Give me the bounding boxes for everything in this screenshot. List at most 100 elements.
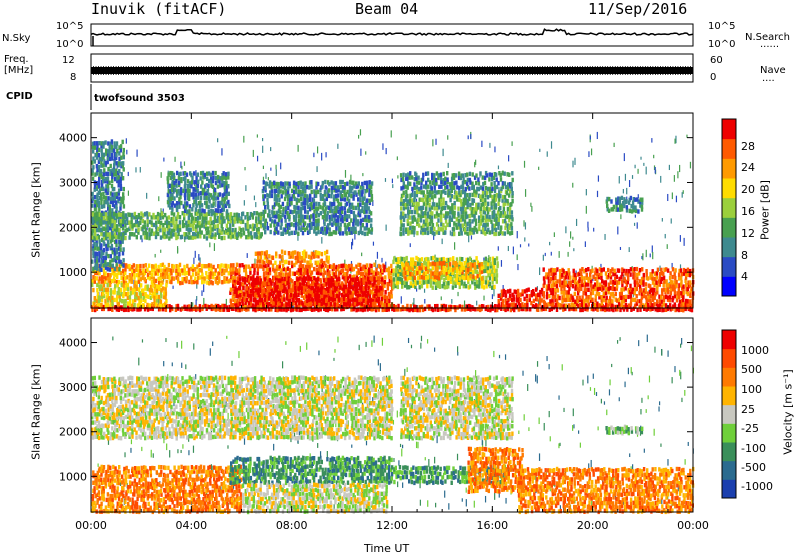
power-cell xyxy=(443,257,445,261)
power-cell xyxy=(259,259,261,263)
power-cell xyxy=(268,214,270,218)
power-scatter-cell xyxy=(410,243,411,247)
power-cell xyxy=(212,185,214,189)
power-cell xyxy=(436,258,438,262)
power-cell xyxy=(128,264,130,268)
power-cell xyxy=(201,230,203,234)
power-cell xyxy=(170,269,172,273)
power-cell xyxy=(552,302,554,306)
power-scatter-cell xyxy=(493,289,494,296)
power-scatter-cell xyxy=(195,170,196,176)
power-cell xyxy=(158,295,160,299)
power-cell xyxy=(333,263,335,267)
power-cell xyxy=(259,251,261,255)
power-scatter-cell xyxy=(457,292,458,296)
power-cell xyxy=(207,184,209,188)
power-cell xyxy=(621,300,623,304)
power-cell xyxy=(196,280,198,284)
power-cell xyxy=(620,288,622,292)
power-cell xyxy=(657,268,659,272)
power-cell xyxy=(186,173,188,177)
power-cell xyxy=(91,192,93,196)
power-cell xyxy=(105,256,107,260)
power-cell xyxy=(194,267,196,271)
power-scatter-cell xyxy=(174,157,175,162)
power-scatter-cell xyxy=(632,175,633,179)
power-cell xyxy=(645,287,647,291)
power-cell xyxy=(290,289,292,293)
power-cell xyxy=(120,202,122,206)
power-scatter-cell xyxy=(317,146,318,153)
power-cell xyxy=(245,271,247,275)
power-scatter-cell xyxy=(572,237,573,240)
power-scatter-cell xyxy=(184,161,185,165)
power-cell xyxy=(149,303,151,307)
power-cell xyxy=(122,140,124,144)
power-cell xyxy=(280,189,282,193)
power-cell xyxy=(292,298,294,302)
power-cell xyxy=(180,187,182,191)
power-cell xyxy=(282,273,284,277)
power-cell xyxy=(346,272,348,276)
power-cell xyxy=(682,295,684,299)
power-cell xyxy=(109,212,111,216)
power-cell xyxy=(217,209,219,213)
power-scatter-cell xyxy=(177,246,178,253)
power-cell xyxy=(476,270,478,274)
power-cell xyxy=(105,303,107,307)
power-cell xyxy=(365,293,367,297)
power-cell xyxy=(568,268,570,272)
power-cell xyxy=(305,265,307,269)
power-cell xyxy=(607,268,609,272)
power-scatter-cell xyxy=(247,253,248,258)
power-cell xyxy=(124,303,126,307)
power-cell xyxy=(176,205,178,209)
power-cell xyxy=(125,299,127,303)
power-cell xyxy=(554,268,556,272)
power-cell xyxy=(416,266,418,270)
power-cell xyxy=(284,218,286,222)
power-cell xyxy=(199,275,201,279)
power-cell xyxy=(369,302,371,306)
power-cell xyxy=(152,264,154,268)
power-cell xyxy=(345,289,347,293)
power-scatter-cell xyxy=(642,253,643,260)
power-cell xyxy=(467,263,469,267)
power-scatter-cell xyxy=(551,141,552,148)
power-cell xyxy=(284,186,286,190)
power-cell xyxy=(180,201,182,205)
power-cell xyxy=(467,268,469,272)
power-cell xyxy=(170,305,172,309)
power-cell xyxy=(674,268,676,272)
power-cell xyxy=(192,272,194,276)
power-cell xyxy=(103,153,105,157)
power-scatter-cell xyxy=(568,252,569,257)
power-cell xyxy=(595,287,597,291)
power-cell xyxy=(277,222,279,226)
power-cell xyxy=(358,298,360,302)
power-cell xyxy=(166,267,168,271)
power-cell xyxy=(298,301,300,305)
power-cell xyxy=(223,269,225,273)
power-cell xyxy=(212,281,214,285)
power-cell xyxy=(109,204,111,208)
power-cell xyxy=(165,283,167,287)
power-cell xyxy=(177,228,179,232)
power-cell xyxy=(93,236,95,240)
power-cell xyxy=(318,294,320,298)
power-cell xyxy=(689,299,691,303)
power-cell xyxy=(226,224,228,228)
power-cell xyxy=(268,296,270,300)
power-scatter-cell xyxy=(158,196,159,201)
power-cell xyxy=(257,271,259,275)
power-cell xyxy=(109,216,111,220)
power-cell xyxy=(179,263,181,267)
power-cell xyxy=(625,295,627,299)
power-cell xyxy=(122,152,124,156)
power-cell xyxy=(496,256,498,260)
power-cell xyxy=(197,184,199,188)
power-cell xyxy=(357,277,359,281)
power-cell xyxy=(172,232,174,236)
power-scatter-cell xyxy=(520,244,521,247)
power-cell xyxy=(659,299,661,303)
